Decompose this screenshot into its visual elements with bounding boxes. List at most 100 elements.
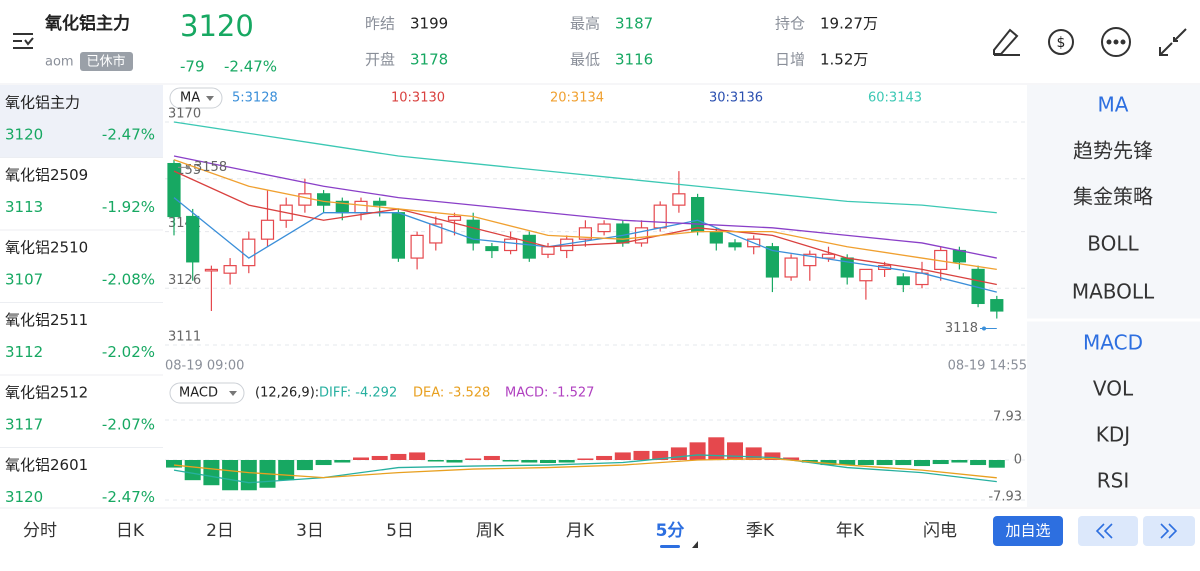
macd-bar bbox=[857, 460, 874, 466]
contract-name[interactable]: 氧化铝主力 bbox=[5, 94, 80, 112]
stat-label: 昨结 bbox=[365, 15, 395, 33]
indicator[interactable]: MA bbox=[1098, 93, 1129, 117]
indicator[interactable]: BOLL bbox=[1087, 232, 1139, 256]
tab[interactable]: 5日 bbox=[386, 521, 414, 541]
macd-bar bbox=[409, 452, 426, 460]
macd-bar bbox=[540, 460, 556, 464]
contract-pct: -2.47% bbox=[102, 488, 155, 506]
tab[interactable]: 3日 bbox=[296, 521, 324, 541]
macd-bar bbox=[708, 437, 725, 460]
macd-bar bbox=[203, 460, 220, 486]
stat-value: 3187 bbox=[615, 15, 653, 33]
tab[interactable]: 5分 bbox=[656, 521, 685, 541]
indicator[interactable]: 趋势先锋 bbox=[1073, 139, 1153, 163]
ma-legend: 5:3128 bbox=[232, 91, 278, 106]
ma-line bbox=[173, 170, 997, 286]
tab[interactable]: 季K bbox=[746, 521, 775, 541]
candle-body bbox=[466, 219, 480, 244]
candle-body bbox=[896, 276, 910, 286]
indicator[interactable]: MABOLL bbox=[1072, 280, 1155, 304]
candle-body bbox=[784, 257, 798, 278]
indicator[interactable]: RSI bbox=[1097, 469, 1130, 493]
dea-line bbox=[173, 457, 997, 479]
macd-bar bbox=[895, 460, 912, 466]
ma-legend: 20:3134 bbox=[550, 91, 604, 106]
contract-name[interactable]: 氧化铝2511 bbox=[5, 311, 88, 329]
stat-value: 3199 bbox=[410, 15, 448, 33]
filter-icon[interactable] bbox=[13, 33, 34, 49]
macd-bar bbox=[764, 452, 781, 460]
tab[interactable]: 闪电 bbox=[923, 521, 957, 541]
macd-bar bbox=[334, 460, 351, 463]
candle-body bbox=[447, 215, 462, 221]
ma-legend: 30:3136 bbox=[709, 91, 763, 106]
contract-price: 3120 bbox=[5, 126, 43, 144]
ma-legend: 10:3130 bbox=[391, 91, 445, 106]
macd-bar bbox=[240, 460, 257, 491]
indicator[interactable]: MACD bbox=[1083, 331, 1143, 355]
price: 3120 bbox=[180, 9, 254, 43]
macd-bar bbox=[278, 460, 295, 481]
diff-line bbox=[173, 454, 997, 484]
contract-name[interactable]: 氧化铝2510 bbox=[5, 239, 88, 257]
macd-selector[interactable] bbox=[169, 382, 245, 404]
draw-icon[interactable] bbox=[993, 28, 1020, 56]
indicator[interactable]: KDJ bbox=[1096, 423, 1130, 447]
macd-bar bbox=[614, 452, 631, 460]
active-row bbox=[0, 85, 163, 157]
macd-bar bbox=[166, 460, 182, 468]
candle-body bbox=[709, 231, 723, 244]
macd-bar bbox=[577, 458, 594, 460]
macd-bar bbox=[727, 442, 743, 460]
status: 已休市 bbox=[86, 54, 125, 70]
y-tick-label: -7.93 bbox=[988, 490, 1022, 505]
ma-line bbox=[173, 159, 997, 271]
candle-body bbox=[597, 223, 611, 233]
contract-name[interactable]: 氧化铝2509 bbox=[5, 166, 88, 184]
prev-button[interactable] bbox=[1078, 516, 1138, 546]
macd-label: MACD: -1.527 bbox=[505, 386, 594, 401]
macd-bar bbox=[521, 460, 538, 463]
indicator[interactable]: VOL bbox=[1093, 377, 1134, 401]
tab[interactable]: 周K bbox=[476, 521, 505, 541]
tab[interactable]: 日K bbox=[116, 521, 145, 541]
macd-bar bbox=[502, 460, 519, 462]
macd-bar bbox=[839, 460, 856, 466]
candle-body bbox=[578, 227, 593, 240]
ma-line bbox=[173, 121, 997, 214]
contract-pct: -2.07% bbox=[102, 416, 155, 434]
tab[interactable]: 2日 bbox=[206, 521, 234, 541]
indicator[interactable]: 集金策略 bbox=[1073, 185, 1153, 209]
macd-bar bbox=[222, 460, 239, 491]
macd-bar bbox=[783, 457, 800, 460]
candle-body bbox=[765, 246, 780, 278]
tab[interactable]: 年K bbox=[836, 521, 865, 541]
contract-price: 3117 bbox=[5, 416, 43, 434]
collapse-icon[interactable] bbox=[1159, 28, 1187, 56]
macd-selector-label: MACD bbox=[179, 386, 218, 401]
currency-icon[interactable] bbox=[1048, 29, 1074, 55]
high-marker: 3158 bbox=[194, 160, 227, 175]
candle-body bbox=[260, 219, 275, 240]
contract-price: 3107 bbox=[5, 271, 43, 289]
candle-body bbox=[952, 249, 967, 263]
ma-selector[interactable] bbox=[169, 87, 223, 109]
diff-label: DIFF: -4.292 bbox=[319, 386, 397, 401]
contract-name[interactable]: 氧化铝2601 bbox=[5, 456, 88, 474]
contract-price: 3112 bbox=[5, 343, 43, 361]
ma-line bbox=[173, 197, 997, 293]
candle-body bbox=[242, 238, 256, 267]
candle-body bbox=[821, 253, 836, 259]
candle-body bbox=[504, 238, 518, 252]
tab-caret bbox=[692, 541, 698, 548]
tab[interactable]: 分时 bbox=[23, 521, 57, 541]
tab[interactable]: 月K bbox=[566, 521, 595, 541]
add-button[interactable] bbox=[993, 516, 1063, 546]
dea-label: DEA: -3.528 bbox=[413, 386, 490, 401]
stat-value: 3178 bbox=[410, 51, 448, 69]
macd-bar bbox=[932, 460, 949, 465]
more-icon[interactable] bbox=[1101, 27, 1131, 57]
contract-name[interactable]: 氧化铝2512 bbox=[5, 384, 88, 402]
contract-pct: -1.92% bbox=[102, 198, 155, 216]
y-tick-label: 3111 bbox=[168, 330, 201, 345]
